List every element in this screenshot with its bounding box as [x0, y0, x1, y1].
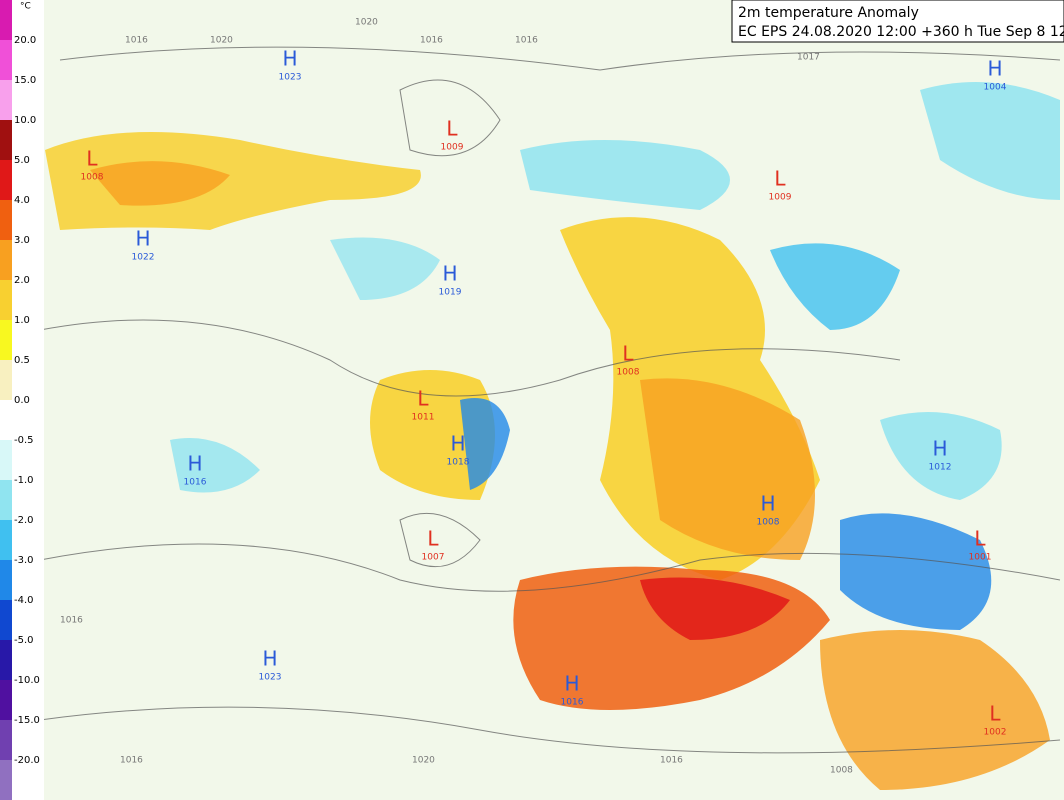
legend-label: 2.0	[14, 275, 30, 286]
center-letter: L	[622, 342, 634, 366]
center-pressure: 1022	[132, 253, 155, 263]
title-box	[731, 0, 1064, 43]
legend-swatch	[0, 120, 12, 160]
center-pressure: 1008	[81, 173, 104, 183]
isobar-label: 1017	[797, 53, 820, 63]
center-pressure: 1019	[439, 288, 462, 298]
isobar-label: 1016	[120, 756, 143, 766]
center-pressure: 1016	[561, 698, 584, 708]
isobar-label: 1020	[412, 756, 435, 766]
center-letter: H	[932, 437, 947, 461]
title: 2m temperature Anomaly	[738, 5, 919, 21]
center-pressure: 1023	[259, 673, 282, 683]
center-letter: L	[446, 117, 458, 141]
center-pressure: 1016	[184, 478, 207, 488]
center-pressure: 1004	[984, 83, 1007, 93]
legend-swatch	[0, 680, 12, 720]
isobar-label: 1016	[125, 36, 148, 46]
isobar-label: 1020	[355, 18, 378, 28]
legend-label: -15.0	[14, 715, 40, 726]
legend-swatch	[0, 560, 12, 600]
center-pressure: 1023	[279, 73, 302, 83]
center-letter: L	[989, 702, 1001, 726]
isobars	[39, 46, 1061, 754]
center-pressure: 1012	[929, 463, 952, 473]
legend-swatch	[0, 520, 12, 560]
legend-swatch	[0, 280, 12, 320]
legend-label: -0.5	[14, 435, 34, 446]
center-letter: H	[987, 57, 1002, 81]
anomaly-fields	[45, 82, 1060, 790]
legend-swatch	[0, 640, 12, 680]
pressure-centers: H 1023 L 1009 L 1008 L 1009 H 1022 H 1019 L 1008 L 1011…	[81, 47, 1007, 738]
legend-label: -1.0	[14, 475, 34, 486]
legend-label: 20.0	[14, 35, 36, 46]
center-letter: L	[417, 387, 429, 411]
center-pressure: 1009	[441, 143, 464, 153]
legend-swatch	[0, 40, 12, 80]
legend-swatch	[0, 400, 12, 440]
center-letter: H	[262, 647, 277, 671]
center-letter: H	[187, 452, 202, 476]
legend-label: 3.0	[14, 235, 30, 246]
legend-label: 4.0	[14, 195, 30, 206]
center-letter: L	[86, 147, 98, 171]
legend-label: 1.0	[14, 315, 30, 326]
center-pressure: 1008	[757, 518, 780, 528]
legend-swatch	[0, 160, 12, 200]
center-pressure: 1009	[769, 193, 792, 203]
legend-label: -3.0	[14, 555, 34, 566]
legend-label: 0.5	[14, 355, 30, 366]
legend-swatch	[0, 360, 12, 400]
center-letter: H	[564, 672, 579, 696]
isobar-label: 1016	[420, 36, 443, 46]
legend-swatch	[0, 440, 12, 480]
isobar-label: 1016	[660, 756, 683, 766]
color-legend: °C 20.0 15.0 10.0 5.0 4.0 3.0 2.0 1.0 0.5 0.0 -0.5 -…	[0, 0, 44, 800]
legend-swatch	[0, 760, 12, 800]
legend-label: -10.0	[14, 675, 40, 686]
isobar-label: 1016	[515, 36, 538, 46]
center-pressure: 1011	[412, 413, 435, 423]
center-pressure: 1008	[617, 368, 640, 378]
legend-swatch	[0, 720, 12, 760]
legend-swatch	[0, 480, 12, 520]
legend-swatch	[0, 0, 12, 40]
center-pressure: 1007	[422, 553, 445, 563]
legend-strip	[12, 0, 44, 800]
legend-label: -5.0	[14, 635, 34, 646]
legend-label: -20.0	[14, 755, 40, 766]
center-letter: L	[774, 167, 786, 191]
legend-swatch	[0, 80, 12, 120]
legend-swatch	[0, 200, 12, 240]
legend-label: -4.0	[14, 595, 34, 606]
legend-swatch	[0, 600, 12, 640]
isobar-label: 1016	[60, 616, 83, 626]
center-pressure: 1002	[984, 728, 1007, 738]
isobar-label: 1008	[830, 766, 853, 776]
legend-label: 10.0	[14, 115, 36, 126]
legend-label: 5.0	[14, 155, 30, 166]
subtitle: EC EPS 24.08.2020 12:00 +360 h Tue Sep 8…	[738, 24, 1064, 40]
isobar-labels: 1016 1020 1020 1016 1016 1017 1016 1016 1020 1016…	[60, 18, 853, 776]
center-letter: H	[442, 262, 457, 286]
legend-unit: °C	[20, 2, 31, 12]
legend-label: 15.0	[14, 75, 36, 86]
legend-swatch	[0, 240, 12, 280]
center-letter: H	[760, 492, 775, 516]
isobar-label: 1020	[210, 36, 233, 46]
center-letter: H	[282, 47, 297, 71]
center-pressure: 1001	[969, 553, 992, 563]
legend-label: -2.0	[14, 515, 34, 526]
center-letter: H	[450, 432, 465, 456]
center-letter: H	[135, 227, 150, 251]
legend-label: 0.0	[14, 395, 30, 406]
center-letter: L	[974, 527, 986, 551]
legend-swatch	[0, 320, 12, 360]
center-letter: L	[427, 527, 439, 551]
center-pressure: 1018	[447, 458, 470, 468]
